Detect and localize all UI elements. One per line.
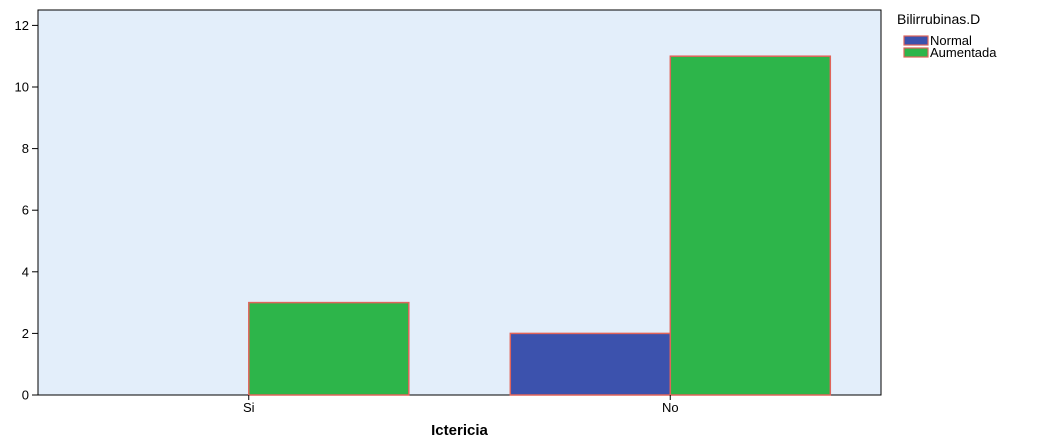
bars bbox=[248, 55, 832, 396]
bar-aumentada-no bbox=[669, 55, 832, 396]
x-tick-label: No bbox=[662, 400, 679, 415]
y-axis: 0 2 4 6 8 10 12 bbox=[15, 18, 38, 403]
legend-swatch-aumentada bbox=[903, 47, 929, 58]
legend-label-normal: Normal bbox=[930, 33, 972, 48]
bar-aumentada-si bbox=[248, 301, 410, 396]
y-tick-label: 8 bbox=[22, 141, 29, 156]
legend-title: Bilirrubinas.D bbox=[897, 11, 980, 27]
legend-swatch-normal bbox=[903, 35, 929, 46]
x-axis: Si No bbox=[243, 395, 679, 415]
x-axis-title: Ictericia bbox=[431, 422, 488, 438]
y-tick-label: 12 bbox=[15, 18, 29, 33]
y-tick-label: 4 bbox=[22, 264, 29, 279]
y-tick-label: 10 bbox=[15, 80, 29, 95]
x-tick-label: Si bbox=[243, 400, 255, 415]
y-tick-label: 2 bbox=[22, 326, 29, 341]
y-tick-label: 0 bbox=[22, 388, 29, 403]
y-tick-label: 6 bbox=[22, 203, 29, 218]
bar-normal-no bbox=[509, 332, 672, 396]
legend-label-aumentada: Aumentada bbox=[930, 45, 997, 60]
